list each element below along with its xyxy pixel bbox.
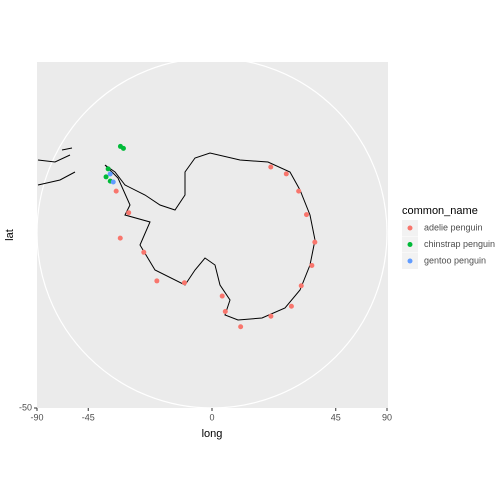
legend-label: chinstrap penguin <box>424 239 495 249</box>
x-tick-label: 90 <box>382 412 392 422</box>
point <box>141 249 147 255</box>
x-tick-label: 45 <box>331 412 341 422</box>
point <box>113 188 119 194</box>
point <box>268 164 274 170</box>
x-tick-label: -45 <box>82 412 95 422</box>
point <box>288 303 294 309</box>
point <box>107 171 113 177</box>
point <box>222 309 228 315</box>
point <box>117 235 123 241</box>
point <box>181 280 187 286</box>
x-axis-label: long <box>202 428 223 440</box>
coastline <box>104 152 316 321</box>
point <box>238 324 244 330</box>
y-tick-label: -50 <box>19 402 32 412</box>
panel <box>37 62 388 408</box>
point <box>154 278 160 284</box>
point <box>105 166 111 172</box>
legend-title: common_name <box>402 205 478 217</box>
legend-label: gentoo penguin <box>424 255 486 265</box>
point <box>126 210 132 216</box>
point <box>283 171 289 177</box>
point <box>120 145 126 151</box>
point <box>219 293 225 299</box>
point <box>296 188 302 194</box>
legend-swatch <box>407 225 413 231</box>
point <box>303 212 309 218</box>
point <box>110 179 116 185</box>
coastline <box>37 147 76 186</box>
point <box>103 174 109 180</box>
legend-swatch <box>407 242 413 247</box>
point <box>268 313 274 319</box>
x-tick-label: -90 <box>30 412 43 422</box>
x-tick-label: 0 <box>209 412 214 422</box>
point <box>312 239 318 245</box>
legend-label: adelie penguin <box>424 222 483 232</box>
legend-swatch <box>407 258 413 264</box>
point <box>298 283 304 289</box>
y-axis-label: lat <box>4 229 16 241</box>
point <box>309 262 315 268</box>
